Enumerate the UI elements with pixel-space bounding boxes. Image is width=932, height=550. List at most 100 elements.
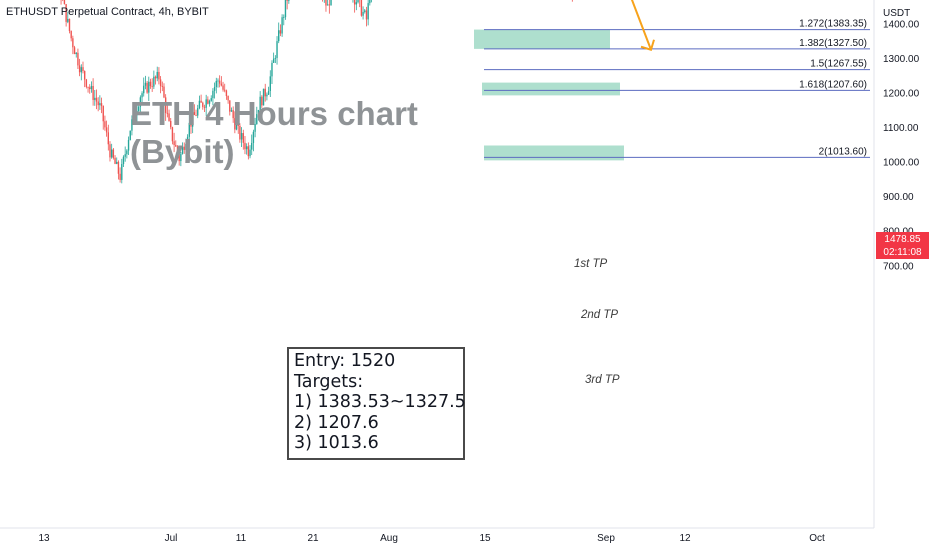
tp1-zone [474, 29, 610, 49]
candle-body [180, 153, 182, 162]
candle-body [283, 17, 285, 18]
candle-body [197, 108, 199, 116]
candle-body [362, 11, 364, 16]
time-axis: 13 Jul 11 21 Aug 15 Sep 12 Oct [0, 527, 874, 544]
candle-body [218, 80, 221, 84]
candle-body [235, 124, 238, 130]
candle-body [254, 124, 256, 132]
candle-body [119, 173, 121, 180]
candle-body [122, 156, 125, 165]
projection-arrowhead [640, 39, 655, 51]
tp-label: 1st TP [574, 258, 608, 270]
candle-body [73, 47, 76, 55]
candle-body [261, 96, 263, 106]
zones [474, 29, 624, 161]
tp2-zone [482, 82, 620, 96]
candle-body [244, 142, 246, 150]
candle-body [234, 118, 236, 130]
candle-body [190, 122, 192, 127]
candle-body [364, 10, 366, 12]
candle-body [365, 10, 368, 20]
candle-body [153, 76, 155, 87]
candle-body [256, 114, 258, 125]
candle-body [109, 144, 111, 158]
candle-body [325, 0, 327, 6]
candle-body [148, 81, 150, 93]
candle-body [110, 149, 113, 158]
candle-body [80, 67, 83, 73]
candle-body [136, 110, 138, 116]
candle-body [156, 71, 158, 79]
candle-body [212, 90, 214, 99]
candle-body [278, 30, 280, 42]
candle-body [230, 110, 233, 112]
candle-body [281, 17, 283, 34]
fib-label: 1.5(1267.55) [810, 59, 867, 70]
candle-body [369, 0, 371, 4]
x-tick-label: 15 [479, 533, 491, 544]
candle-body [94, 97, 96, 100]
y-tick-label: 900.00 [883, 192, 914, 203]
candle-body [104, 121, 106, 128]
candle-body [100, 103, 103, 106]
candle-body [272, 58, 275, 63]
candle-body [186, 136, 189, 144]
tp-label: 2nd TP [580, 309, 618, 321]
chart-annotation-title: ETH 4 Hours chart (Bybit) [130, 95, 418, 171]
candle-body [131, 119, 133, 131]
candle-body [149, 81, 152, 87]
candle-body [355, 2, 358, 5]
symbol-label[interactable]: ETHUSDT Perpetual Contract, 4h, BYBIT [6, 6, 209, 18]
candle-body [164, 97, 167, 113]
candle-body [87, 86, 89, 88]
candle-body [173, 141, 175, 146]
candle-body [284, 0, 287, 18]
candle-body [210, 98, 212, 101]
fib-levels: 0(2029.40)0.382(1835.40)0.5(1775.45)0.61… [484, 19, 870, 158]
candle-body [144, 82, 147, 86]
candle-body [183, 146, 185, 150]
candle-body [117, 161, 120, 174]
candle-body [90, 85, 93, 90]
candle-body [68, 18, 71, 31]
candle-body [215, 80, 217, 88]
candle-body [67, 18, 69, 22]
candle-body [200, 100, 202, 103]
candle-body [112, 149, 115, 158]
candle-body [89, 87, 91, 90]
target-2: 2) 1207.6 [294, 412, 379, 433]
candle-body [121, 164, 123, 180]
fib-label: 1.272(1383.35) [799, 19, 867, 30]
candle-body [208, 100, 211, 104]
candle-body [252, 131, 255, 143]
axis-unit: USDT [883, 8, 910, 19]
y-tick-label: 1400.00 [883, 19, 920, 30]
candle-body [193, 112, 196, 115]
candle-body [232, 110, 234, 119]
candle-body [240, 133, 243, 140]
candle-body [242, 133, 244, 143]
trade-plan-box[interactable]: Entry: 1520 Targets: 1) 1383.53~1327.5 2… [287, 347, 466, 460]
candle-body [271, 62, 273, 77]
entry-text: Entry: 1520 [294, 351, 396, 371]
candle-body [170, 120, 172, 128]
candle-body [83, 71, 86, 80]
y-tick-label: 1300.00 [883, 54, 920, 65]
candle-body [95, 97, 98, 102]
candle-body [132, 111, 135, 120]
candle-body [107, 132, 110, 145]
candle-body [175, 145, 177, 147]
candle-body [279, 30, 282, 34]
candle-body [360, 0, 363, 16]
candle-body [78, 65, 81, 73]
candle-body [129, 130, 131, 140]
candle-body [264, 88, 266, 97]
candle-body [114, 157, 116, 164]
x-tick-label: 11 [236, 533, 247, 544]
candle-body [262, 88, 265, 106]
y-tick-label: 1200.00 [883, 88, 920, 99]
tp-labels: 1st TP 2nd TP 3rd TP [574, 258, 620, 386]
candle-body [205, 99, 207, 108]
candle-body [137, 106, 140, 111]
